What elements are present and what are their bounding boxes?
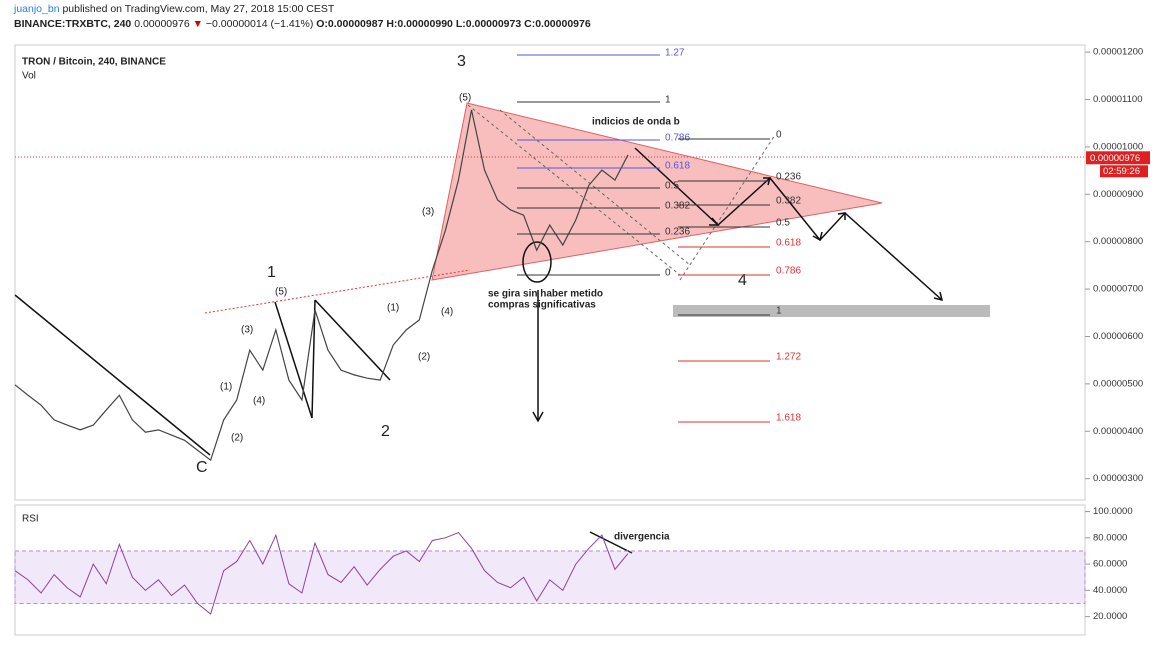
legend-title: TRON / Bitcoin, 240, BINANCE [22, 57, 166, 68]
arrowheads [709, 177, 944, 302]
wave-label: (2) [418, 352, 430, 363]
fib-label: 0.618 [776, 238, 801, 249]
drawings [14, 147, 944, 554]
open: O:0.00000987 [316, 18, 383, 30]
symbol: BINANCE:TRXBTC, 240 [14, 18, 131, 30]
y-tick-label: 0.00001000 [1093, 141, 1143, 152]
price-panel [14, 44, 1086, 501]
fib-label: 0.786 [665, 133, 690, 144]
y-tick-label: 0.00000900 [1093, 189, 1143, 200]
fib-label: 0.382 [776, 196, 801, 207]
change: −0.00000014 (−1.41%) [206, 18, 313, 30]
fib-label: 1 [776, 306, 782, 317]
wave-label: 3 [457, 53, 466, 70]
header-line-1: juanjo_bn published on TradingView.com, … [13, 3, 335, 15]
note: compras significativas [488, 300, 596, 311]
y-tick-label: 0.00000800 [1093, 236, 1143, 247]
arrow: ▼ [193, 18, 203, 30]
trend-line [204, 269, 471, 314]
high: H:0.00000990 [386, 18, 453, 30]
last: 0.00000976 [134, 18, 190, 30]
y-tick-label: 60.0000 [1093, 559, 1127, 570]
fib-label: 0.236 [776, 172, 801, 183]
wave-label: (1) [220, 382, 232, 393]
fib-label: 0 [665, 268, 671, 279]
low: L:0.00000973 [456, 18, 522, 30]
line [274, 301, 313, 419]
published: published on TradingView.com, May 27, 20… [62, 3, 334, 15]
y-tick-label: 0.00000400 [1093, 426, 1143, 437]
note: indicios de onda b [592, 117, 680, 128]
wave-label: (2) [231, 433, 243, 444]
fib-label: 1 [665, 95, 671, 106]
fib-band [673, 305, 990, 317]
wave-label: (5) [459, 93, 471, 104]
y-tick-label: 20.0000 [1093, 611, 1127, 622]
close: C:0.00000976 [524, 18, 591, 30]
legend-volume: Vol [22, 71, 36, 82]
rsi-line [14, 531, 629, 615]
fib-label: 0.786 [776, 266, 801, 277]
line [311, 299, 316, 419]
price-line [14, 109, 629, 462]
wave-label: (4) [253, 396, 265, 407]
y-tick-label: 0.00000500 [1093, 378, 1143, 389]
fib-label: 0.5 [776, 218, 790, 229]
y-tick-label: 0.00001200 [1093, 47, 1143, 58]
fib-label: 0.5 [665, 181, 679, 192]
note: se gira sin haber metido [488, 289, 603, 300]
fib-label: 0.382 [665, 201, 690, 212]
wave-label: (5) [275, 287, 287, 298]
projection [634, 147, 943, 301]
fib-label: 0.236 [665, 227, 690, 238]
wave-label: 4 [738, 272, 747, 289]
fib-label: 0.618 [665, 161, 690, 172]
y-tick-label: 80.0000 [1093, 532, 1127, 543]
wave-label: 2 [381, 423, 390, 440]
note: divergencia [614, 532, 670, 543]
wave-label: (1) [387, 303, 399, 314]
circle [522, 241, 552, 283]
author: juanjo_bn [13, 3, 60, 15]
divergence-line [589, 531, 633, 554]
y-tick-label: 40.0000 [1093, 585, 1127, 596]
current-price-box [1086, 151, 1150, 165]
fib-label: 0 [776, 130, 782, 141]
y-tick-label: 0.00001100 [1093, 94, 1143, 105]
fib-label: 1.27 [665, 48, 685, 59]
wave-label: C [196, 459, 208, 476]
y-tick-label: 0.00000600 [1093, 331, 1143, 342]
wave-label: (3) [422, 207, 434, 218]
countdown-box [1100, 165, 1148, 178]
y-tick-label: 0.00000700 [1093, 284, 1143, 295]
wave-label: (4) [441, 307, 453, 318]
legend-rsi: RSI [22, 514, 39, 525]
fib-label: 1.618 [776, 413, 801, 424]
countdown: 02:59:26 [1103, 166, 1140, 177]
y-tick-label: 0.00000300 [1093, 473, 1143, 484]
line [314, 299, 391, 381]
channel-line [679, 134, 776, 281]
y-tick-label: 100.0000 [1093, 506, 1133, 517]
wave-label: 1 [267, 264, 276, 281]
header-line-2: BINANCE:TRXBTC, 240 0.00000976 ▼ −0.0000… [14, 18, 591, 30]
line [14, 294, 211, 456]
wave-label: (3) [241, 325, 253, 336]
arrowhead [532, 411, 544, 423]
current-price-label: 0.00000976 [1090, 153, 1140, 164]
rsi-band [14, 550, 1086, 604]
fib-label: 1.272 [776, 352, 801, 363]
